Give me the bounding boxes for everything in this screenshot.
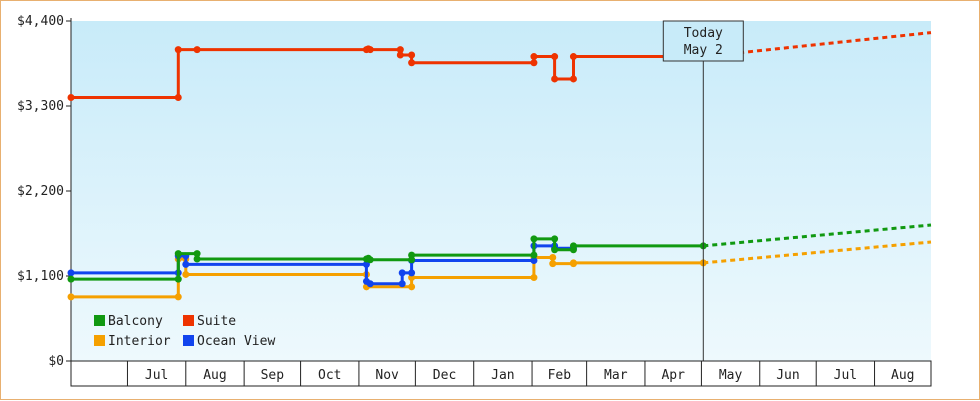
series-ocean-view-point[interactable]	[366, 280, 374, 288]
series-ocean-view-point[interactable]	[408, 269, 416, 277]
legend-label-interior: Interior	[108, 334, 171, 349]
legend-swatch-suite	[183, 315, 194, 326]
series-suite-point[interactable]	[408, 59, 416, 67]
series-suite-point[interactable]	[67, 94, 75, 101]
series-ocean-view-point[interactable]	[398, 269, 406, 277]
legend-swatch-ocean-view	[183, 335, 194, 346]
series-balcony-point[interactable]	[530, 235, 538, 243]
series-suite-point[interactable]	[551, 53, 559, 61]
legend-label-ocean-view: Ocean View	[197, 334, 275, 349]
series-suite-point[interactable]	[569, 53, 577, 61]
series-interior-point[interactable]	[569, 259, 577, 267]
series-balcony-point[interactable]	[408, 251, 416, 259]
series-suite-point[interactable]	[174, 94, 182, 101]
series-interior-point[interactable]	[182, 270, 190, 278]
series-suite-point[interactable]	[408, 51, 416, 59]
x-tick-label: Apr	[661, 368, 685, 383]
x-tick-label: Mar	[604, 368, 628, 383]
series-balcony-point[interactable]	[193, 250, 201, 258]
today-label: Today	[684, 26, 723, 41]
series-interior-forecast	[703, 240, 932, 265]
series-suite-point[interactable]	[530, 53, 538, 61]
series-ocean-view-point[interactable]	[530, 257, 538, 265]
series-suite-point[interactable]	[530, 59, 538, 67]
y-tick-label: $3,300	[17, 99, 64, 114]
series-ocean-view-point[interactable]	[398, 280, 406, 288]
x-tick-label: Feb	[548, 368, 572, 383]
today-box	[662, 20, 744, 62]
y-tick-label: $2,200	[17, 184, 64, 199]
series-suite-point[interactable]	[396, 51, 404, 59]
series-balcony-point[interactable]	[530, 251, 538, 259]
series-interior-point[interactable]	[174, 293, 182, 301]
series-balcony-point[interactable]	[67, 275, 75, 283]
series-interior-line	[71, 256, 704, 299]
y-tick-label: $4,400	[17, 14, 64, 29]
series-suite-point[interactable]	[396, 46, 404, 54]
series-ocean-view-point[interactable]	[182, 260, 190, 268]
x-tick-label: Nov	[375, 368, 399, 383]
series-suite-point[interactable]	[366, 46, 374, 54]
y-tick-label: $0	[48, 354, 64, 369]
legend-label-suite: Suite	[197, 314, 236, 329]
series-balcony-point[interactable]	[551, 246, 559, 254]
series-ocean-view-point[interactable]	[67, 269, 75, 277]
series-balcony-point[interactable]	[174, 275, 182, 283]
series-balcony-point[interactable]	[551, 235, 559, 243]
y-tick-label: $1,100	[17, 269, 64, 284]
series-balcony-point[interactable]	[366, 256, 374, 264]
x-tick-label: Dec	[433, 368, 456, 383]
series-balcony-point[interactable]	[193, 255, 201, 263]
x-tick-label: May	[719, 368, 743, 383]
series-balcony-forecast	[703, 223, 932, 248]
x-tick-label: Jul	[834, 368, 857, 383]
x-axis-band	[70, 360, 932, 387]
series-interior-point[interactable]	[67, 293, 75, 301]
x-tick-label: Oct	[318, 368, 341, 383]
legend-swatch-balcony	[94, 315, 105, 326]
series-balcony-point[interactable]	[569, 242, 577, 250]
x-tick-label: Aug	[891, 368, 914, 383]
plot-background	[71, 21, 931, 361]
series-suite-point[interactable]	[551, 75, 559, 83]
series-interior-point[interactable]	[549, 253, 557, 261]
series-balcony-point[interactable]	[174, 250, 182, 258]
series-suite-point[interactable]	[569, 75, 577, 83]
x-tick-label: Jul	[145, 368, 168, 383]
series-interior-point[interactable]	[549, 260, 557, 268]
x-tick-label: Aug	[203, 368, 226, 383]
series-suite-point[interactable]	[174, 46, 182, 54]
series-suite-point[interactable]	[193, 46, 201, 54]
series-ocean-view-point[interactable]	[362, 260, 370, 268]
x-tick-label: Jan	[491, 368, 514, 383]
today-date-label: May 2	[684, 43, 723, 58]
x-tick-label: Sep	[261, 368, 285, 383]
legend-label-balcony: Balcony	[108, 314, 163, 329]
series-interior-point[interactable]	[530, 274, 538, 282]
x-tick-label: Jun	[776, 368, 799, 383]
legend-swatch-interior	[94, 335, 105, 346]
series-interior-point[interactable]	[408, 283, 416, 291]
